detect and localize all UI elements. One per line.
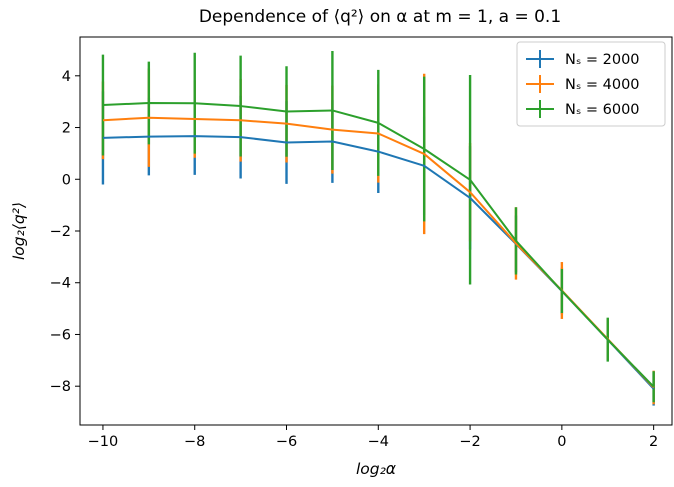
y-axis-label: log₂⟨q²⟩ — [10, 202, 28, 260]
y-tick-label: −8 — [50, 379, 71, 395]
x-tick-label: −4 — [368, 434, 389, 450]
x-tick-label: −8 — [184, 434, 205, 450]
series-layer — [101, 50, 655, 406]
y-tick-label: −6 — [50, 327, 71, 343]
x-axis: −10 −8 −6 −4 −2 0 2 — [88, 425, 658, 450]
legend-item: Nₛ = 4000 — [526, 75, 640, 93]
y-tick-label: −2 — [50, 224, 71, 240]
legend-label: Nₛ = 2000 — [565, 52, 640, 68]
x-axis-label: log₂α — [356, 460, 396, 478]
x-tick-label: −6 — [276, 434, 297, 450]
y-axis: −8 −6 −4 −2 0 2 4 — [50, 69, 80, 395]
series-3-line — [102, 101, 655, 388]
legend: Nₛ = 2000 Nₛ = 4000 Nₛ = 6000 — [516, 41, 666, 127]
chart-title: Dependence of ⟨q²⟩ on α at m = 1, a = 0.… — [199, 7, 561, 27]
y-tick-label: 2 — [62, 121, 71, 137]
x-tick-label: −2 — [459, 434, 480, 450]
legend-box — [516, 41, 666, 127]
legend-item: Nₛ = 2000 — [526, 50, 640, 68]
legend-label: Nₛ = 4000 — [565, 77, 640, 93]
y-tick-label: −4 — [50, 276, 71, 292]
y-tick-label: 4 — [62, 69, 71, 85]
legend-label: Nₛ = 6000 — [565, 102, 640, 118]
x-tick-label: 0 — [557, 434, 566, 450]
legend-item: Nₛ = 6000 — [526, 100, 640, 118]
x-tick-label: −10 — [88, 434, 119, 450]
y-tick-label: 0 — [62, 172, 71, 188]
x-tick-label: 2 — [649, 434, 658, 450]
